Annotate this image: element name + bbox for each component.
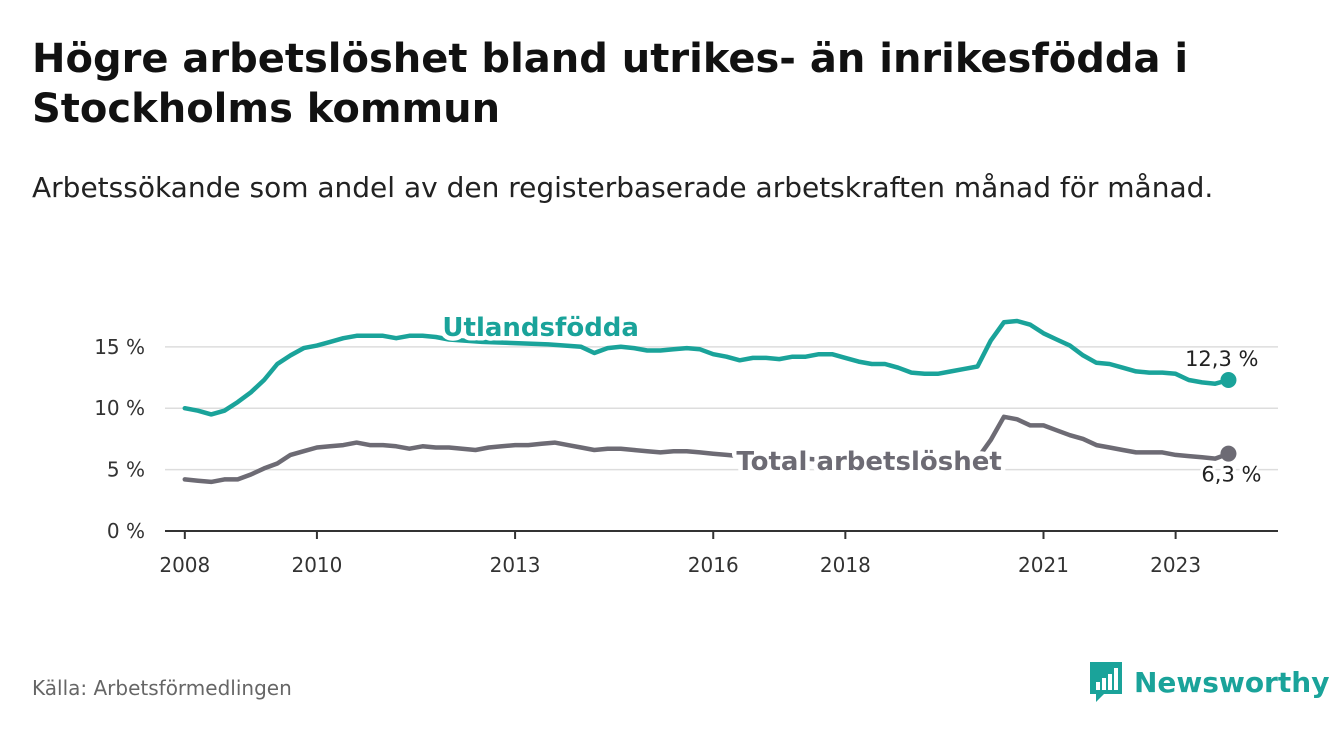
line-chart: 0 %5 %10 %15 % 2008 2010 2013 2016 2018 2021 2… <box>94 309 1278 577</box>
x-tick-label: 2010 <box>291 553 342 577</box>
series-line-utlandsf-dda <box>182 318 1231 417</box>
x-axis: 2008 2010 2013 2016 2018 2021 2023 <box>159 530 1278 577</box>
x-tick-label: 2023 <box>1150 553 1201 577</box>
x-tick-label: 2021 <box>1018 553 1069 577</box>
series-label-utlandsfodda: Utlandsfödda <box>442 313 639 343</box>
end-point-utlandsf-dda <box>1220 371 1237 388</box>
end-point-total-arbetsl-shet <box>1220 445 1237 462</box>
series-label-total: Total arbetslöshet <box>736 447 1001 477</box>
end-value-label-total: 6,3 % <box>1201 463 1261 487</box>
newsworthy-logo[interactable]: Newsworthy <box>1088 660 1329 704</box>
series-labels: Utlandsfödda Total arbetslöshet 12,3 % 6,3 … <box>438 309 1265 490</box>
x-tick-label: 2018 <box>820 553 871 577</box>
brand-name: Newsworthy <box>1134 665 1330 699</box>
gridlines <box>165 346 1278 471</box>
chart-subtitle: Arbetssökande som andel av den registerb… <box>32 171 1214 204</box>
series-lines <box>182 318 1237 485</box>
end-value-label-utlandsfodda: 12,3 % <box>1185 347 1258 371</box>
x-tick-label: 2013 <box>490 553 541 577</box>
y-axis-ticks: 0 % 5 % 10 % 15 % <box>94 335 145 543</box>
x-tick-label: 2016 <box>688 553 739 577</box>
chart-title: Högre arbetslöshet bland utrikes- än inr… <box>32 36 1189 132</box>
y-tick-label: 5 % <box>107 458 145 482</box>
x-tick-label: 2008 <box>159 553 210 577</box>
y-tick-label: 15 % <box>94 335 145 359</box>
logo-icon <box>1090 662 1122 702</box>
series-line-total-arbetsl-shet <box>182 414 1231 485</box>
source-note: Källa: Arbetsförmedlingen <box>32 676 292 700</box>
y-tick-label: 0 % <box>107 519 145 543</box>
y-tick-label: 10 % <box>94 396 145 420</box>
